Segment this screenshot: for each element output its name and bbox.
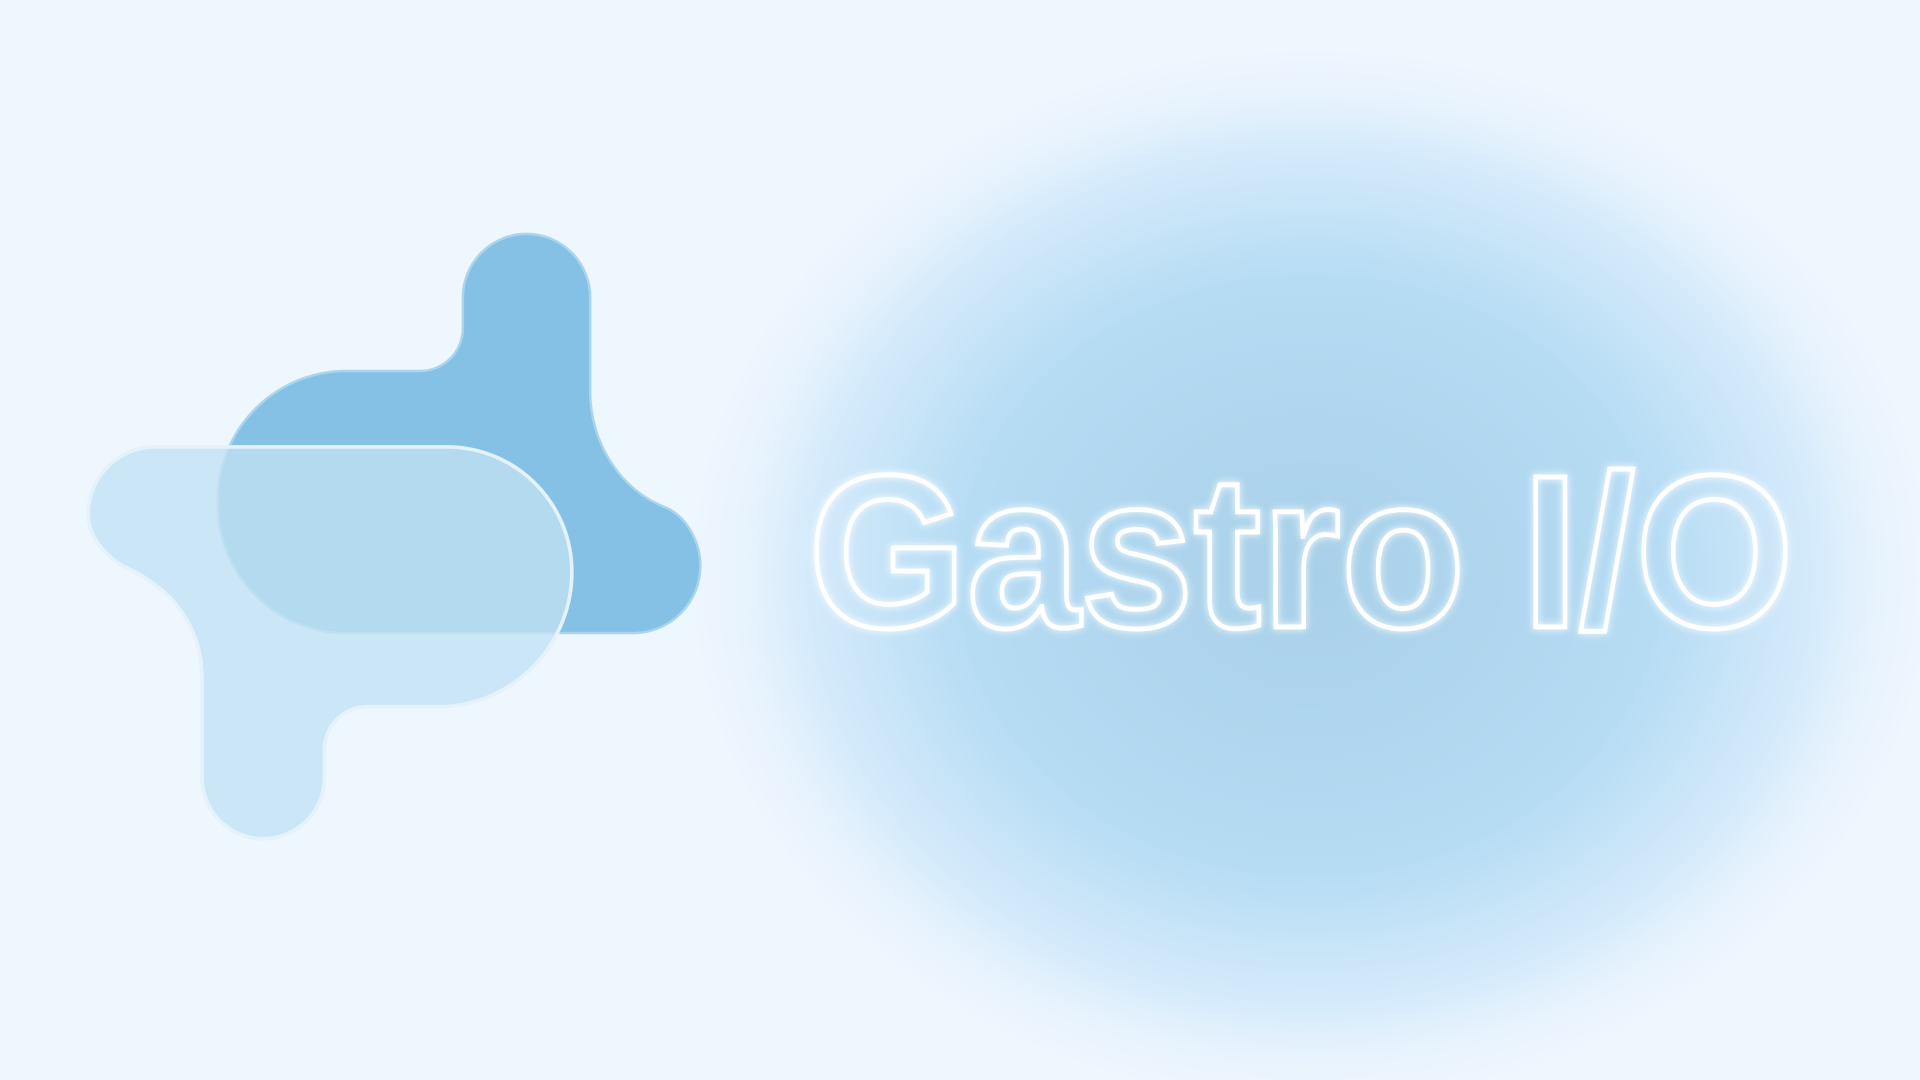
logo-shape-front <box>86 445 574 841</box>
wordmark: Gastro I/O <box>808 431 1794 674</box>
